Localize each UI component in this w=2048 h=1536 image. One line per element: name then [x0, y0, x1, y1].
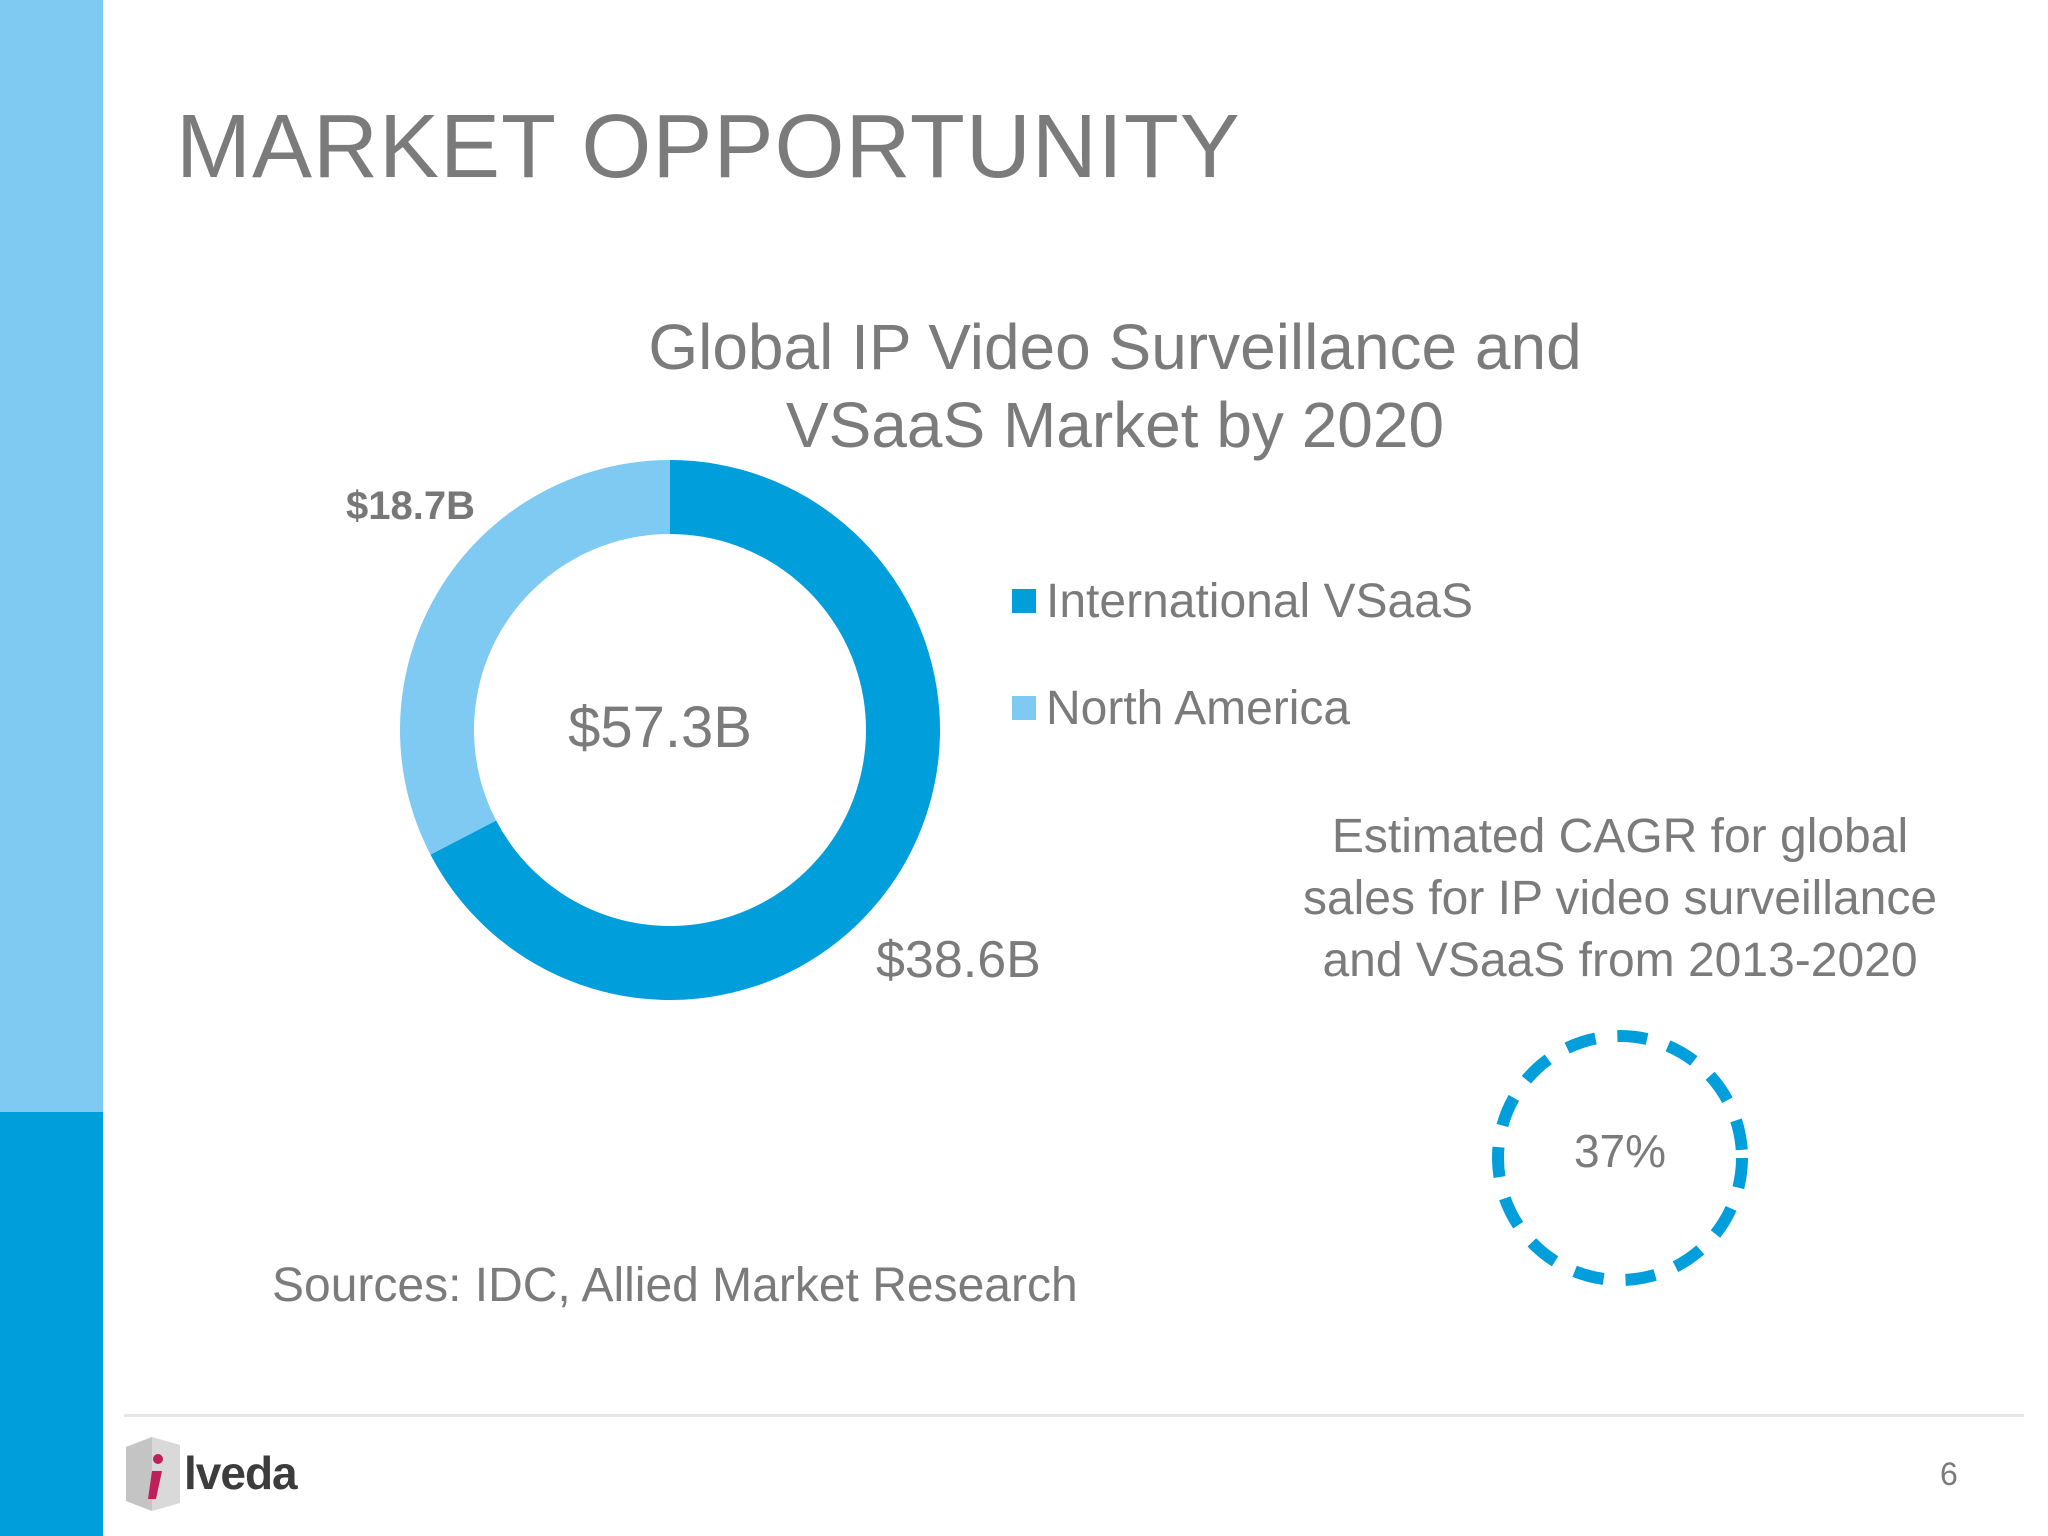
side-bar-dark [0, 1112, 103, 1536]
legend-label: International VSaaS [1046, 574, 1473, 628]
cagr-ring-circle [1492, 1030, 1748, 1286]
donut-chart [399, 460, 940, 1000]
logo-emblem-icon [126, 1437, 180, 1511]
sources-note: Sources: IDC, Allied Market Research [272, 1259, 1078, 1312]
donut-slice-international-vsaas [430, 460, 940, 1000]
chart-legend: International VSaaS North America [1012, 574, 1473, 788]
cagr-caption: Estimated CAGR for global sales for IP v… [1302, 810, 1938, 987]
legend-item-north-america: North America [1012, 681, 1473, 735]
footer-divider [124, 1414, 2024, 1417]
company-logo: lveda [122, 1428, 298, 1518]
cagr-value: 37% [1573, 1125, 1667, 1177]
legend-swatch-north-america [1012, 696, 1036, 720]
data-label-international-vsaas: $38.6B [876, 931, 1041, 989]
page-number: 6 [1940, 1456, 1958, 1492]
legend-item-international-vsaas: International VSaaS [1012, 574, 1473, 628]
side-bar-light [0, 0, 103, 1112]
slide-title: MARKET OPPORTUNITY [176, 97, 1241, 197]
data-label-north-america: $18.7B [346, 484, 475, 528]
legend-label: North America [1046, 681, 1351, 735]
legend-swatch-international-vsaas [1012, 589, 1036, 613]
donut-total-label: $57.3B [568, 695, 752, 760]
donut-slice-north-america [399, 460, 670, 855]
logo-wordmark: lveda [184, 1447, 298, 1499]
cagr-dashed-ring [1492, 1030, 1748, 1286]
chart-title: Global IP Video Surveillance and VSaaS Ma… [648, 311, 1582, 461]
